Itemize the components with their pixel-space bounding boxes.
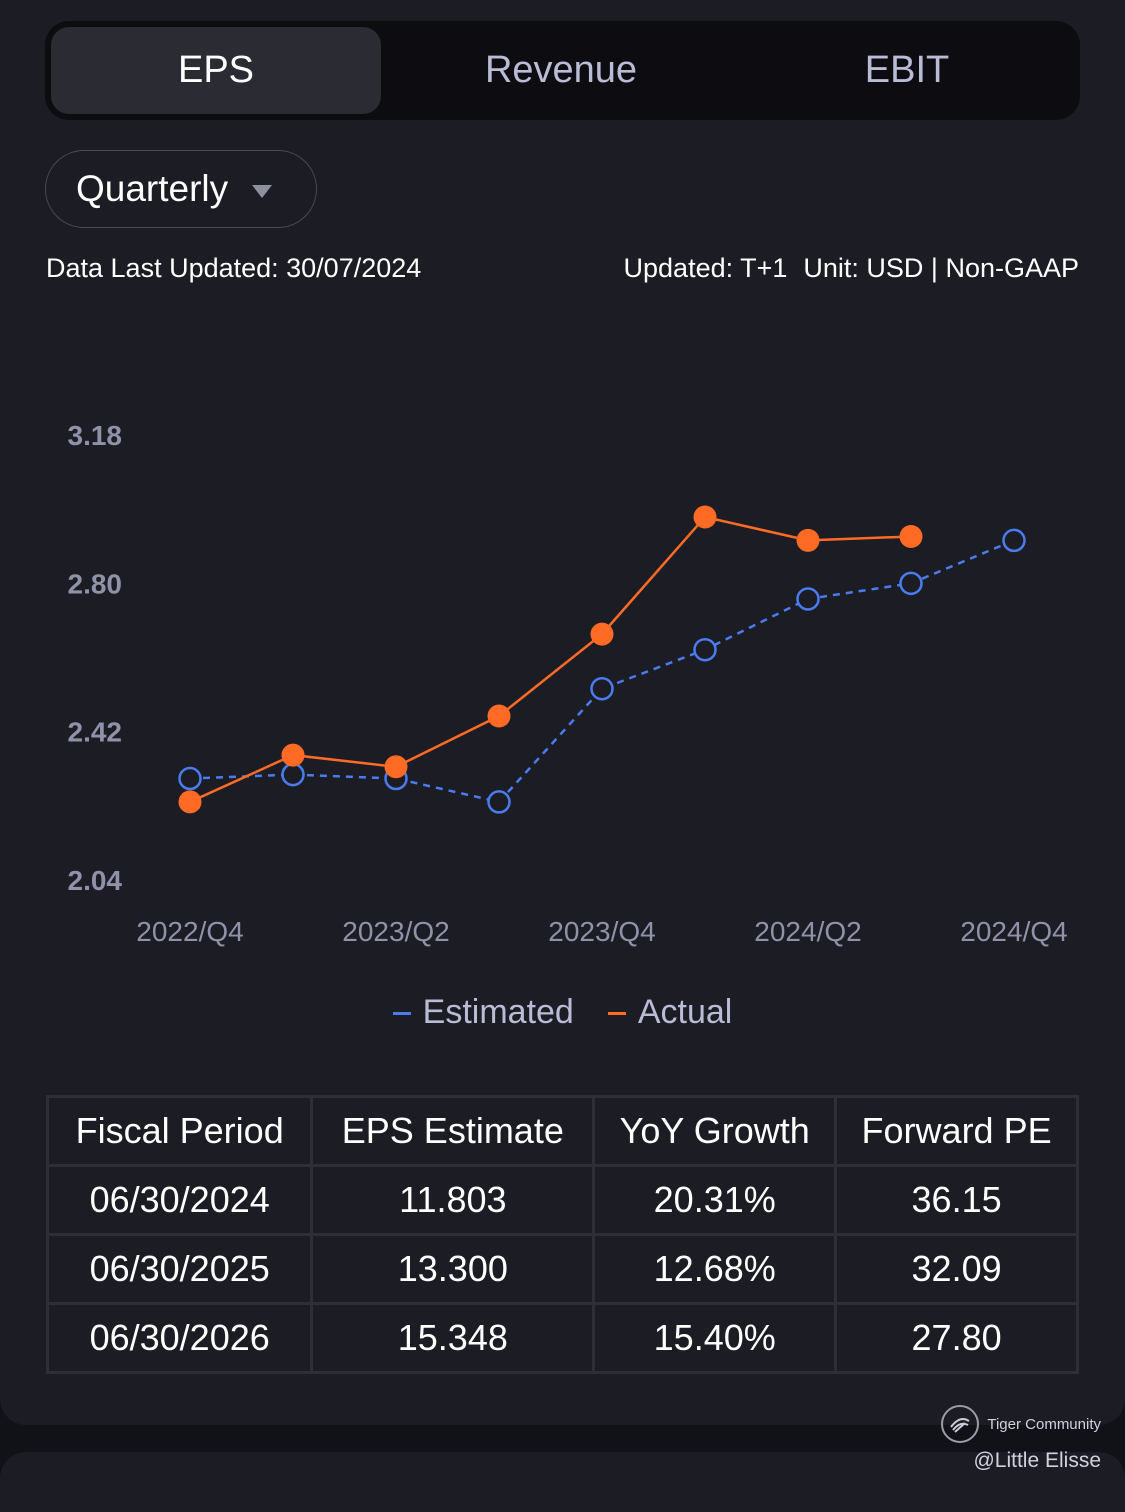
y-tick-label: 2.04	[68, 865, 123, 896]
update-meta: Updated: T+1 Unit: USD | Non-GAAP	[624, 253, 1079, 284]
header-fiscal-period: Fiscal Period	[45, 1095, 314, 1167]
data-last-updated: Data Last Updated: 30/07/2024	[46, 253, 422, 283]
x-tick-label: 2023/Q2	[342, 916, 449, 947]
metric-tabs: EPS Revenue EBIT	[45, 21, 1080, 120]
x-tick-label: 2022/Q4	[136, 916, 243, 947]
fiscal-period-cell: 06/30/2024	[45, 1164, 314, 1236]
chart-legend: Estimated Actual	[0, 993, 1125, 1032]
yoy-growth-cell: 12.68%	[592, 1233, 838, 1305]
tab-eps[interactable]: EPS	[51, 27, 381, 114]
update-frequency: Updated: T+1	[623, 253, 788, 283]
table-row: 06/30/2024 11.803 20.31% 36.15	[45, 1164, 1079, 1236]
tab-revenue[interactable]: Revenue	[484, 49, 638, 91]
fiscal-period-cell: 06/30/2026	[45, 1302, 314, 1374]
watermark-brand: Tiger Community	[987, 1415, 1101, 1433]
estimated-series-line	[189, 539, 1015, 804]
actual-point	[796, 528, 820, 552]
legend-estimated-swatch	[392, 1012, 411, 1015]
y-tick-label: 2.42	[68, 717, 123, 748]
x-tick-label: 2023/Q4	[548, 916, 655, 947]
tab-ebit[interactable]: EBIT	[864, 49, 950, 91]
estimated-point	[281, 762, 305, 787]
estimated-point	[1002, 528, 1026, 553]
watermark: Tiger Community @Little Elisse	[941, 1405, 1101, 1473]
actual-point	[487, 704, 511, 728]
actual-point	[590, 622, 614, 646]
table-header-row: Fiscal Period EPS Estimate YoY Growth Fo…	[45, 1095, 1079, 1167]
estimated-point	[693, 637, 717, 662]
actual-point	[693, 505, 717, 529]
legend-actual[interactable]: Actual	[607, 993, 733, 1032]
estimated-point	[178, 766, 202, 791]
actual-point	[178, 790, 202, 814]
yoy-growth-cell: 15.40%	[592, 1302, 838, 1374]
actual-point	[281, 743, 305, 767]
header-forward-pe: Forward PE	[834, 1095, 1079, 1167]
y-tick-label: 2.80	[68, 568, 123, 599]
fiscal-period-cell: 06/30/2025	[45, 1233, 314, 1305]
eps-estimate-cell: 13.300	[310, 1233, 596, 1305]
estimated-point	[796, 587, 820, 611]
x-tick-label: 2024/Q2	[754, 916, 861, 947]
actual-series-line	[189, 515, 912, 804]
estimated-point	[487, 790, 511, 814]
header-eps-estimate: EPS Estimate	[310, 1095, 596, 1167]
forward-pe-cell: 36.15	[834, 1164, 1079, 1236]
y-tick-label: 3.18	[68, 420, 123, 451]
eps-estimate-cell: 15.348	[310, 1302, 596, 1374]
estimated-point	[590, 676, 614, 701]
legend-actual-swatch	[607, 1012, 626, 1015]
estimated-point	[899, 571, 923, 596]
tiger-logo-icon	[941, 1405, 980, 1443]
x-tick-label: 2024/Q4	[960, 916, 1067, 947]
actual-point	[899, 524, 923, 548]
actual-point	[384, 755, 408, 779]
watermark-handle: @Little Elisse	[973, 1449, 1101, 1472]
period-dropdown[interactable]: Quarterly	[45, 150, 317, 228]
legend-estimated-label: Estimated	[422, 993, 574, 1031]
caret-down-icon	[252, 184, 273, 198]
table-row: 06/30/2025 13.300 12.68% 32.09	[45, 1233, 1079, 1305]
table-row: 06/30/2026 15.348 15.40% 27.80	[45, 1302, 1079, 1374]
forward-pe-cell: 32.09	[834, 1233, 1079, 1305]
eps-estimate-cell: 11.803	[310, 1164, 596, 1236]
header-yoy-growth: YoY Growth	[592, 1095, 838, 1167]
eps-line-chart: 3.18 2.80 2.42 2.04 2022/Q4 2023/Q2 2023/Q4 20…	[68, 420, 1068, 947]
eps-estimates-table: Fiscal Period EPS Estimate YoY Growth Fo…	[45, 1095, 1079, 1374]
legend-estimated[interactable]: Estimated	[392, 993, 574, 1032]
yoy-growth-cell: 20.31%	[592, 1164, 838, 1236]
forward-pe-cell: 27.80	[834, 1302, 1079, 1374]
unit-label: Unit: USD | Non-GAAP	[803, 253, 1079, 283]
legend-actual-label: Actual	[637, 993, 733, 1031]
period-dropdown-value: Quarterly	[76, 168, 229, 209]
